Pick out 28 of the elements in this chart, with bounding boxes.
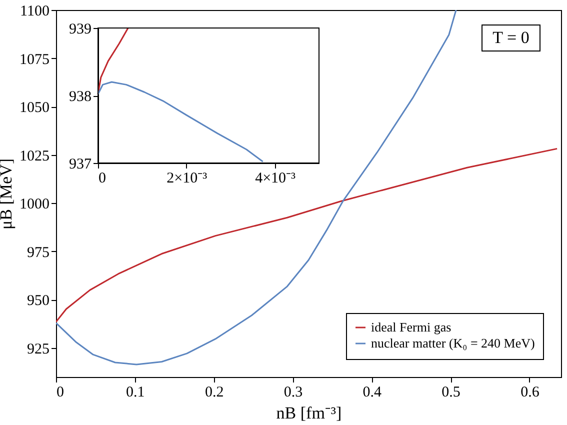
x-axis-title: nB [fm⁻³] [276,404,342,422]
y-tick-label: 1075 [20,52,50,68]
x-tick-label: 0.6 [520,384,540,400]
y-tick-label: 925 [27,342,50,358]
y-tick-label: 1025 [20,148,50,164]
y-tick-label: 938 [69,89,92,105]
x-tick-label: 0 [98,170,106,186]
y-tick-label: 1100 [20,4,50,20]
x-tick-label: 0.3 [284,384,303,400]
x-tick-label: 0.2 [204,384,224,400]
y-tick-label: 975 [27,244,50,261]
y-tick-label: 939 [69,22,92,38]
legend-label: ideal Fermi gas [371,320,452,334]
y-tick-label: 1000 [20,196,50,213]
x-tick-label: 0.1 [126,384,145,400]
x-tick-label: 0.4 [362,384,382,400]
x-tick-label: 4×10⁻³ [255,170,296,186]
x-tick-label: 0.5 [442,384,460,400]
y-axis-title: μB [MeV] [0,158,16,230]
y-tick-label: 937 [69,156,92,172]
line-series [56,148,558,323]
annotation: T = 0 [492,28,530,47]
legend-label: nuclear matter (K₀ = 240 MeV) [371,336,535,350]
x-tick-label: 2×10⁻³ [166,170,208,186]
y-tick-label: 1050 [20,100,50,116]
x-tick-label: 0 [56,384,64,400]
line-series [97,81,264,162]
y-tick-label: 950 [27,293,50,310]
